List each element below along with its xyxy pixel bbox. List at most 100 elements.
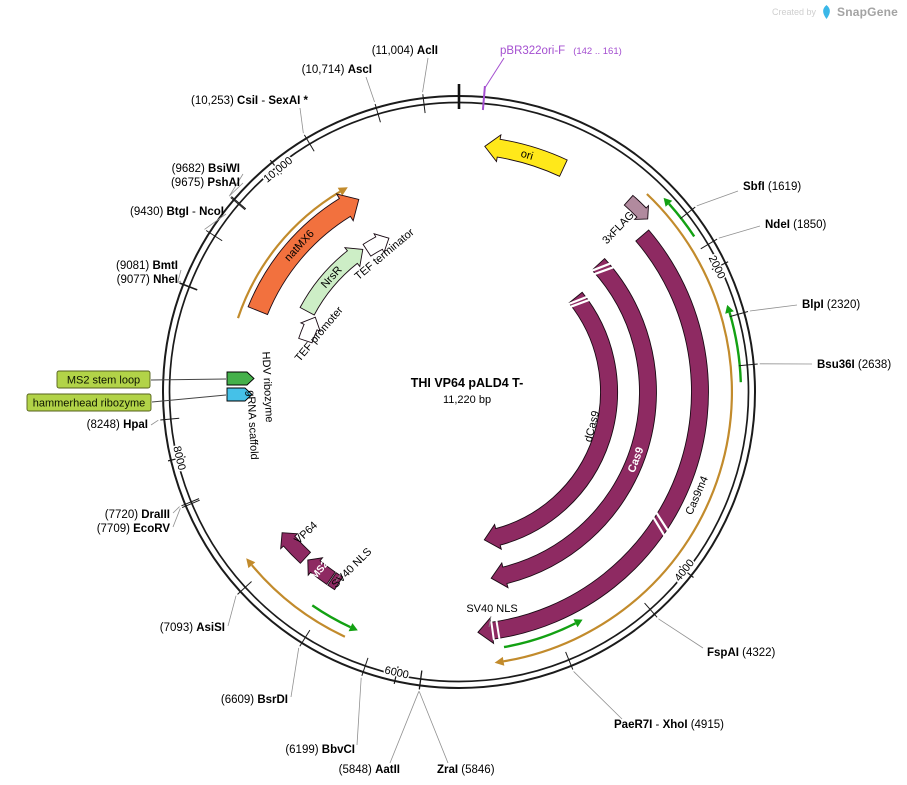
axis-tick-4000 [679,565,694,578]
primer-label-pBR322ori-F[interactable]: pBR322ori-F (142 .. 161) [500,45,622,57]
feature-label-SV40-NLS-left[interactable]: SV40 NLS [330,546,375,591]
enzyme-label-SbfI[interactable]: SbfI (1619) [743,181,801,193]
enzyme-label-BmtI[interactable]: (9081) BmtI [116,260,178,272]
feature-TEF-promoter[interactable] [298,316,321,344]
feature-label-ori[interactable]: ori [519,148,534,163]
enzyme-label-AscI[interactable]: (10,714) AscI [302,64,372,76]
enzyme-label-PshAI[interactable]: (9675) PshAI [171,177,240,189]
feature-MS2[interactable] [307,557,336,586]
enzyme-label-BbvCI[interactable]: (6199) BbvCI [285,744,355,756]
feature-TEF-terminator[interactable] [362,233,390,257]
feature-dCas9[interactable] [483,291,618,551]
feature-label-HDV-ribozyme[interactable]: HDV ribozyme [259,351,275,422]
enzyme-label-PaeR7I-XhoI[interactable]: PaeR7I - XhoI (4915) [614,719,724,731]
enzyme-label-AsiSI[interactable]: (7093) AsiSI [160,622,225,634]
callout-box-hammerhead-ribozyme[interactable] [26,393,152,412]
enzyme-leader-BbvCI [356,677,362,746]
enzyme-leader-BsiWI [229,173,244,196]
enzyme-label-AatII[interactable]: (5848) AatII [339,764,400,776]
feature-hammerhead-ribozyme[interactable] [226,387,253,402]
enzyme-label-NdeI[interactable]: NdeI (1850) [765,219,827,231]
enzyme-leader-AatII [389,691,420,764]
enzyme-tick-FspAI [644,602,658,618]
enzyme-label-BlpI[interactable]: BlpI (2320) [802,299,860,311]
enzyme-tick-AclI [422,94,426,114]
axis-tick-label-10000: 10,000 [261,155,295,186]
enzyme-leader-EcoRV [172,508,181,528]
callout-leader-MS2-stem-loop [150,378,227,381]
feature-label-gRNA-scaffold[interactable]: gRNA scaffold [244,390,260,460]
nls-band-mark-0 [495,620,501,640]
watermark-created-by-text: Created by [772,7,817,17]
enzyme-tick-AscI [374,103,381,123]
enzyme-tick-BbvCI [361,657,369,676]
enzyme-label-DraIII[interactable]: (7720) DraIII [105,509,170,521]
feature-Cas9[interactable] [490,257,657,589]
leader-line-1 [335,573,342,582]
callout-box-MS2-stem-loop[interactable] [56,370,151,389]
enzyme-label-AclI[interactable]: (11,004) AclI [372,45,438,57]
arrow-gold-upper-left[interactable] [236,190,341,319]
enzyme-tick-ZraI [418,670,423,690]
enzyme-leader-PshAI [228,182,244,197]
axis-tick-6000 [393,666,399,685]
leader-line-0 [488,615,492,628]
feature-label-SV40-NLS-bottom[interactable]: SV40 NLS [466,603,517,615]
enzyme-leader-SbfI [696,190,739,207]
enzyme-label-NheI[interactable]: (9077) NheI [117,274,178,286]
plasmid-title: THI VP64 pALD4 T- [411,376,524,390]
enzyme-label-BtgI-NcoI[interactable]: (9430) BtgI - NcoI [130,206,224,218]
arrow-gold-right[interactable] [503,193,734,663]
feature-NrsR[interactable] [299,247,364,316]
feature-VP64[interactable] [280,532,312,564]
callout-leader-hammerhead-ribozyme [151,394,227,403]
axis-tick-8000 [167,456,186,462]
enzyme-leader-BsrDI [290,647,300,698]
enzyme-leader-NheI [177,280,182,283]
feature-label-VP64[interactable]: VP64 [292,520,320,547]
arrow-primer-1[interactable] [668,202,696,238]
enzyme-label-Bsu36I[interactable]: Bsu36I (2638) [817,359,891,371]
feature-ori[interactable] [484,133,568,177]
arrow-head-primer-4 [348,623,358,632]
enzyme-leader-AscI [365,76,375,103]
enzyme-tick-PshAI [230,197,246,211]
feature-3xFLAG[interactable] [623,194,650,220]
arrow-gold-lower-left[interactable] [251,564,346,638]
truncation-mark-5 [652,516,666,537]
arrow-head-primer-1 [663,197,673,207]
enzyme-tick-NheI [179,282,198,291]
enzyme-tick-HpaI [160,417,180,421]
enzyme-leader-NdeI [718,225,761,239]
enzyme-label-EcoRV[interactable]: (7709) EcoRV [97,523,171,535]
truncation-mark-0 [567,295,588,306]
enzyme-tick-BsiWI [231,196,247,210]
enzyme-label-CsiI-SexAI[interactable]: (10,253) CsiI - SexAI * [191,95,309,107]
feature-Cas9m4[interactable] [477,229,709,645]
enzyme-tick-BsrDI [299,629,311,647]
enzyme-leader-BmtI [177,269,182,283]
enzyme-leader-HpaI [150,419,159,426]
arrow-primer-3[interactable] [503,622,577,649]
enzyme-label-BsrDI[interactable]: (6609) BsrDI [221,694,288,706]
watermark-brand-text: SnapGene [837,5,898,19]
truncation-mark-3 [593,266,615,276]
enzyme-tick-PaeR7I-XhoI [565,651,574,670]
feature-natMX6[interactable] [247,193,360,316]
arrow-head-gold-upper-left [337,187,348,196]
truncation-mark-4 [655,511,669,532]
enzyme-label-HpaI[interactable]: (8248) HpaI [87,419,148,431]
feature-MS2-stem-loop[interactable] [226,371,255,386]
enzyme-tick-BmtI [179,282,198,291]
enzyme-label-FspAI[interactable]: FspAI (4322) [707,647,776,659]
callout-label-MS2-stem-loop: MS2 stem loop [67,375,140,387]
arrow-head-gold-right [494,656,505,666]
arrow-primer-4[interactable] [311,604,352,629]
feature-label-3xFLAG[interactable]: 3xFLAG [600,209,637,246]
enzyme-label-ZraI[interactable]: ZraI (5846) [437,764,495,776]
truncation-mark-1 [569,298,591,308]
primer-leader-pBR322ori-F [484,57,505,89]
enzyme-label-BsiWI[interactable]: (9682) BsiWI [172,163,240,175]
nls-band-mark-1 [490,621,495,641]
